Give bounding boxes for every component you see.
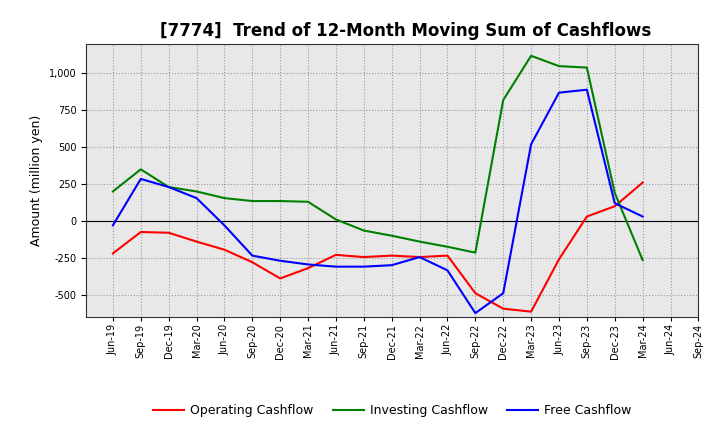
Operating Cashflow <box>554 257 563 262</box>
Operating Cashflow <box>164 230 173 235</box>
Investing Cashflow <box>554 63 563 69</box>
Operating Cashflow <box>332 252 341 257</box>
Free Cashflow <box>471 311 480 316</box>
Investing Cashflow <box>304 199 312 205</box>
Line: Investing Cashflow: Investing Cashflow <box>113 56 643 260</box>
Free Cashflow <box>554 90 563 95</box>
Operating Cashflow <box>582 214 591 219</box>
Free Cashflow <box>387 263 396 268</box>
Operating Cashflow <box>611 204 619 209</box>
Operating Cashflow <box>639 180 647 185</box>
Y-axis label: Amount (million yen): Amount (million yen) <box>30 115 43 246</box>
Free Cashflow <box>332 264 341 269</box>
Operating Cashflow <box>415 254 424 260</box>
Investing Cashflow <box>164 184 173 190</box>
Operating Cashflow <box>443 253 451 258</box>
Operating Cashflow <box>359 254 368 260</box>
Investing Cashflow <box>387 233 396 238</box>
Operating Cashflow <box>527 309 536 314</box>
Operating Cashflow <box>276 276 284 281</box>
Investing Cashflow <box>276 198 284 204</box>
Investing Cashflow <box>332 217 341 222</box>
Investing Cashflow <box>582 65 591 70</box>
Operating Cashflow <box>248 260 256 265</box>
Free Cashflow <box>582 87 591 92</box>
Legend: Operating Cashflow, Investing Cashflow, Free Cashflow: Operating Cashflow, Investing Cashflow, … <box>148 400 636 422</box>
Free Cashflow <box>359 264 368 269</box>
Investing Cashflow <box>220 195 229 201</box>
Free Cashflow <box>192 195 201 201</box>
Investing Cashflow <box>639 257 647 263</box>
Operating Cashflow <box>471 290 480 296</box>
Investing Cashflow <box>611 190 619 195</box>
Operating Cashflow <box>192 239 201 244</box>
Operating Cashflow <box>304 265 312 271</box>
Operating Cashflow <box>499 306 508 312</box>
Investing Cashflow <box>359 228 368 233</box>
Investing Cashflow <box>471 250 480 255</box>
Operating Cashflow <box>387 253 396 258</box>
Free Cashflow <box>611 201 619 206</box>
Operating Cashflow <box>137 229 145 235</box>
Investing Cashflow <box>443 244 451 249</box>
Operating Cashflow <box>109 251 117 256</box>
Free Cashflow <box>137 176 145 182</box>
Free Cashflow <box>527 142 536 147</box>
Operating Cashflow <box>220 247 229 253</box>
Free Cashflow <box>276 258 284 264</box>
Line: Operating Cashflow: Operating Cashflow <box>113 183 643 312</box>
Free Cashflow <box>499 290 508 296</box>
Free Cashflow <box>164 184 173 190</box>
Investing Cashflow <box>499 97 508 103</box>
Investing Cashflow <box>415 239 424 244</box>
Investing Cashflow <box>527 53 536 59</box>
Investing Cashflow <box>248 198 256 204</box>
Free Cashflow <box>220 223 229 228</box>
Text: [7774]  Trend of 12-Month Moving Sum of Cashflows: [7774] Trend of 12-Month Moving Sum of C… <box>160 22 651 40</box>
Free Cashflow <box>109 223 117 228</box>
Free Cashflow <box>415 254 424 260</box>
Investing Cashflow <box>109 189 117 194</box>
Investing Cashflow <box>192 189 201 194</box>
Free Cashflow <box>443 268 451 273</box>
Free Cashflow <box>248 253 256 258</box>
Free Cashflow <box>304 262 312 267</box>
Line: Free Cashflow: Free Cashflow <box>113 90 643 313</box>
Free Cashflow <box>639 214 647 219</box>
Investing Cashflow <box>137 167 145 172</box>
